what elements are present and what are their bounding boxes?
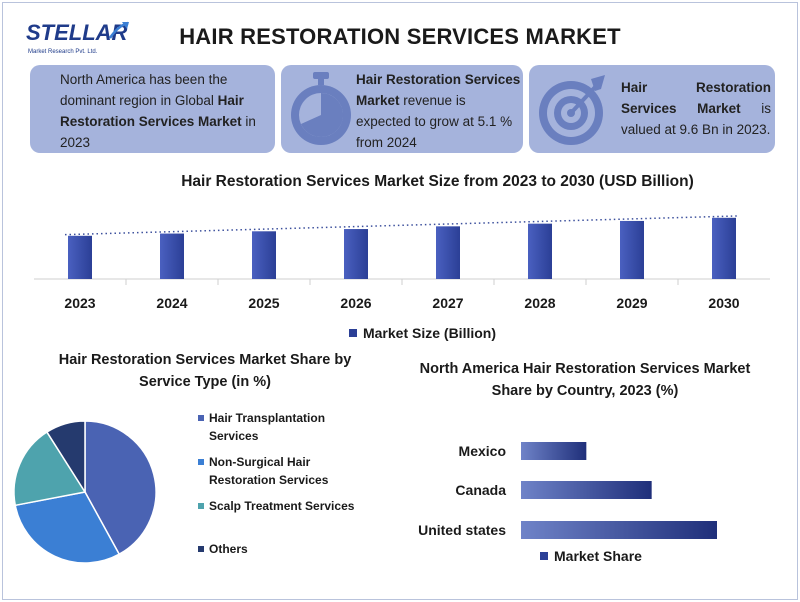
market-size-bar-chart: 2023 2024 2025 2026 2027 2028 2029 2030 <box>34 215 770 311</box>
card1-text: North America has been the dominant regi… <box>60 72 256 150</box>
pie-slice-3 <box>13 431 87 507</box>
logo-arrow-icon <box>108 21 129 39</box>
logo-wordmark: STELLAR <box>26 20 128 45</box>
target-icon <box>539 75 605 145</box>
pie-slice-2 <box>14 491 121 564</box>
card2-text: Hair Restoration Services Market revenue… <box>356 72 521 150</box>
pie-chart-title: Hair Restoration Services Market Share b… <box>58 352 352 390</box>
x-tick-label: 2024 <box>156 295 187 311</box>
country-label: Mexico <box>459 443 506 459</box>
legend-label: Market Share <box>554 548 642 564</box>
legend-swatch <box>540 552 548 560</box>
info-card-growth: Hair Restoration Services Market revenue… <box>281 65 523 153</box>
country-chart-title: North America Hair Restoration Services … <box>419 361 751 399</box>
x-tick-label: 2030 <box>708 295 739 311</box>
service-type-pie-chart <box>13 420 157 564</box>
stellar-logo: STELLAR Market Research Pvt. Ltd. <box>22 16 132 58</box>
x-tick-label: 2029 <box>616 295 647 311</box>
country-chart-legend: Market Share <box>540 548 642 564</box>
info-card-region: North America has been the dominant regi… <box>30 65 275 153</box>
x-tick-label: 2023 <box>64 295 95 311</box>
bar-2024 <box>160 233 184 279</box>
card3-text: Hair Restoration Services Market is valu… <box>621 80 771 137</box>
bar-2027 <box>436 226 460 279</box>
country-label: United states <box>418 522 506 538</box>
bar-2029 <box>620 220 644 279</box>
country-bar-Canada <box>521 481 652 499</box>
bar-2026 <box>344 229 368 279</box>
legend-swatch <box>198 503 204 509</box>
country-share-bar-chart: Mexico Canada United states <box>418 442 717 539</box>
stopwatch-icon <box>291 72 351 145</box>
country-bar-Mexico <box>521 442 587 460</box>
x-tick-label: 2025 <box>248 295 279 311</box>
pie-slice-1 <box>84 420 157 556</box>
bar-2023 <box>68 235 92 279</box>
bar-chart-legend: Market Size (Billion) <box>0 325 800 341</box>
pie-legend-label: Non-Surgical Hair Restoration Services <box>209 455 329 487</box>
pie-legend-label: Hair Transplantation Services <box>209 411 326 443</box>
bar-chart-title: Hair Restoration Services Market Size fr… <box>181 173 694 190</box>
pie-legend-label: Others <box>209 542 248 556</box>
bar-2030 <box>712 217 736 279</box>
legend-swatch <box>198 546 204 552</box>
pie-legend-label: Scalp Treatment Services <box>209 499 355 513</box>
legend-swatch <box>198 459 204 465</box>
page-title: HAIR RESTORATION SERVICES MARKET <box>179 24 621 49</box>
info-card-valuation: Hair Restoration Services Market is valu… <box>529 65 775 153</box>
x-tick-label: 2027 <box>432 295 463 311</box>
legend-swatch <box>348 329 357 337</box>
country-label: Canada <box>455 482 506 498</box>
legend-label: Market Size (Billion) <box>362 325 497 341</box>
logo-subtext: Market Research Pvt. Ltd. <box>28 49 98 55</box>
pie-slice-4 <box>45 420 86 495</box>
x-tick-label: 2026 <box>340 295 371 311</box>
x-tick-label: 2028 <box>524 295 555 311</box>
bar-2025 <box>252 231 276 279</box>
bar-2028 <box>528 223 552 279</box>
legend-swatch <box>198 415 204 421</box>
country-bar-United-states <box>521 521 717 539</box>
